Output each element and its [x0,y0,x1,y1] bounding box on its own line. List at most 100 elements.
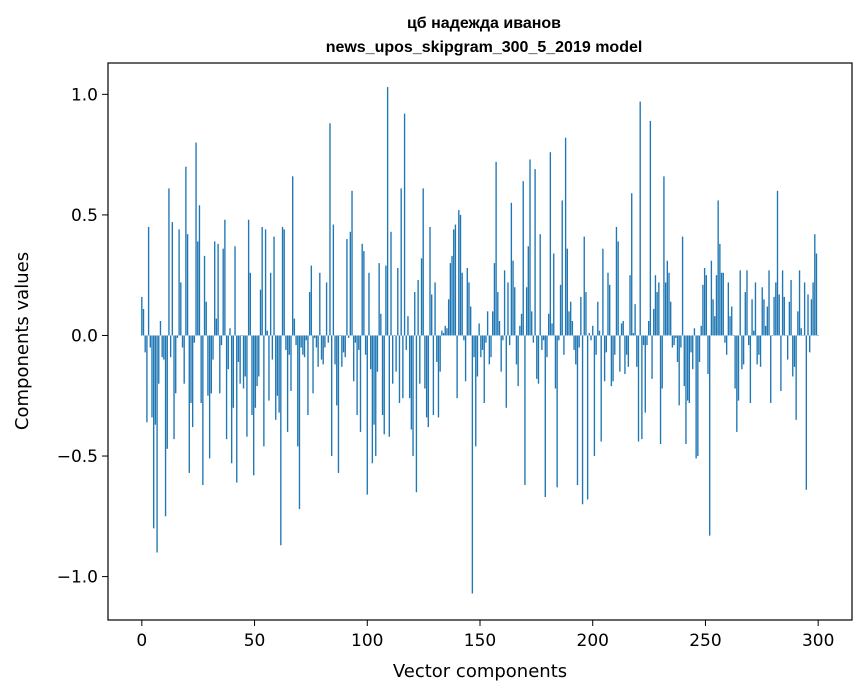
bar [647,321,650,336]
bar [247,219,250,336]
bar [356,335,358,416]
bar [225,335,228,440]
bar [439,335,441,372]
y-tick-label: −1.0 [57,568,98,588]
bar [325,282,328,336]
bar [219,335,221,394]
bar [644,335,646,413]
y-axis-label: Components values [12,252,33,430]
bar [748,335,750,346]
x-tick-label: 300 [802,631,834,651]
bar [280,335,282,546]
bar [688,335,691,403]
bar [286,335,289,432]
bar [390,231,392,336]
bar [705,275,707,336]
bar [639,101,641,336]
bar [715,275,718,336]
bar [293,318,296,336]
bar [637,335,640,442]
bar [646,335,648,346]
bar [759,335,762,367]
bar [771,335,774,336]
bar [347,335,350,338]
bar [412,335,414,457]
bar [434,282,436,336]
bar [310,265,313,336]
bar [173,335,175,440]
bar [197,241,199,336]
bar [764,325,767,336]
bar [183,335,185,384]
bar [709,335,711,536]
bar [695,335,697,459]
bar [566,248,568,336]
bar [398,335,401,403]
bar [298,335,301,510]
bar [166,335,168,449]
bar [447,299,450,336]
bar [668,272,670,336]
bar [386,87,389,336]
bar [369,335,372,370]
bar [497,292,499,336]
bar [554,335,557,389]
bar [563,335,565,355]
bar [232,335,235,408]
bar [744,292,746,336]
bar [681,236,684,336]
bar [271,335,274,360]
bar [766,306,769,336]
bar [586,335,589,500]
bar [349,231,351,336]
bar [303,335,306,358]
bar [266,330,268,336]
bar [776,190,779,336]
bar [488,335,491,365]
bar [607,272,609,336]
bar [551,323,553,336]
bar [710,260,713,336]
bar [783,296,785,336]
bar [634,304,636,336]
bar [175,335,177,394]
bar [376,335,379,372]
bar [144,335,146,353]
bar [446,328,448,336]
bar [415,335,418,493]
bar [191,335,194,428]
bar [363,251,365,336]
bar [609,284,611,336]
y-tick-label: 0.5 [71,206,98,226]
bar [686,335,689,401]
bar [190,335,192,403]
bar [517,335,519,387]
chart-title-line1: цб надежда иванов [407,15,561,32]
bar [388,335,390,437]
bar [490,335,492,358]
bar [288,335,290,355]
bar [641,335,643,440]
bar [188,335,190,473]
bar [763,299,765,336]
bar [268,335,270,401]
bar [592,325,594,336]
bar [542,335,545,341]
bar [571,321,574,336]
bar [241,335,243,336]
bar [461,272,463,336]
bar [237,335,240,362]
bar [158,335,160,384]
bar [351,190,353,336]
bar [675,335,677,338]
bar [576,335,579,485]
bar [636,335,638,367]
bar [444,325,446,336]
bar [595,335,597,355]
bar [481,335,484,350]
bar [422,188,424,336]
bar [425,335,428,418]
bar [300,335,302,348]
bar [205,301,207,336]
